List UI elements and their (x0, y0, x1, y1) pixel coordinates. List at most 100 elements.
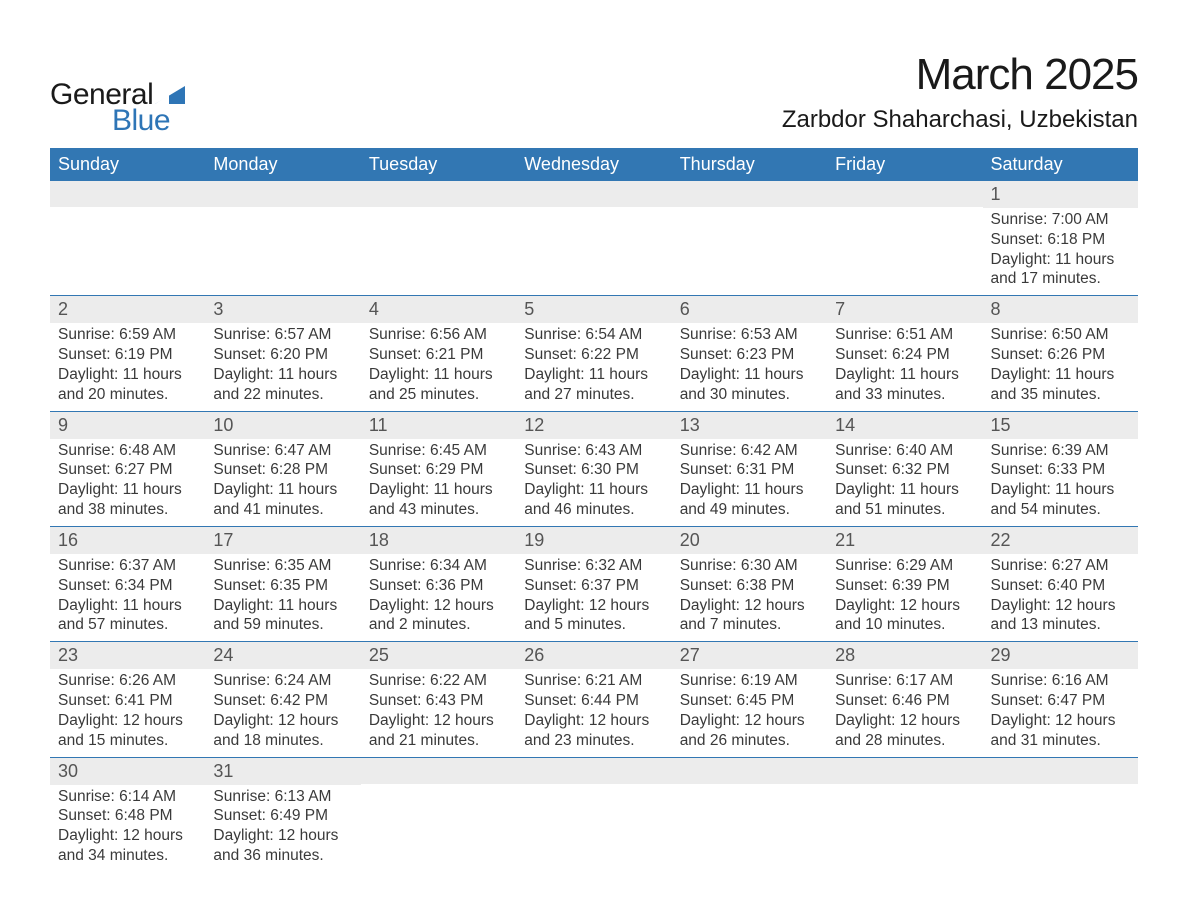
day-number: 4 (361, 296, 516, 323)
day-number: 31 (205, 758, 360, 785)
calendar-day-cell: 22Sunrise: 6:27 AMSunset: 6:40 PMDayligh… (983, 526, 1138, 641)
month-title: March 2025 (782, 50, 1138, 100)
calendar-day-cell: 24Sunrise: 6:24 AMSunset: 6:42 PMDayligh… (205, 642, 360, 757)
day-details (827, 784, 982, 856)
day-number: 2 (50, 296, 205, 323)
day-number (205, 181, 360, 207)
day-number: 28 (827, 642, 982, 669)
day-number: 13 (672, 412, 827, 439)
day-number: 17 (205, 527, 360, 554)
calendar-day-cell: 27Sunrise: 6:19 AMSunset: 6:45 PMDayligh… (672, 642, 827, 757)
calendar-empty-cell (516, 757, 671, 872)
day-number: 26 (516, 642, 671, 669)
day-details: Sunrise: 6:42 AMSunset: 6:31 PMDaylight:… (672, 439, 827, 526)
weekday-header: Sunday (50, 148, 205, 181)
brand-triangle-icon (155, 86, 185, 111)
day-details: Sunrise: 6:19 AMSunset: 6:45 PMDaylight:… (672, 669, 827, 756)
calendar-day-cell: 15Sunrise: 6:39 AMSunset: 6:33 PMDayligh… (983, 411, 1138, 526)
calendar-day-cell: 14Sunrise: 6:40 AMSunset: 6:32 PMDayligh… (827, 411, 982, 526)
calendar-week-row: 30Sunrise: 6:14 AMSunset: 6:48 PMDayligh… (50, 757, 1138, 872)
day-number: 9 (50, 412, 205, 439)
day-details: Sunrise: 6:22 AMSunset: 6:43 PMDaylight:… (361, 669, 516, 756)
day-number (361, 758, 516, 784)
calendar-day-cell: 5Sunrise: 6:54 AMSunset: 6:22 PMDaylight… (516, 296, 671, 411)
day-details: Sunrise: 6:57 AMSunset: 6:20 PMDaylight:… (205, 323, 360, 410)
weekday-header: Thursday (672, 148, 827, 181)
calendar-empty-cell (361, 181, 516, 296)
day-details: Sunrise: 6:59 AMSunset: 6:19 PMDaylight:… (50, 323, 205, 410)
calendar-day-cell: 13Sunrise: 6:42 AMSunset: 6:31 PMDayligh… (672, 411, 827, 526)
day-details: Sunrise: 6:48 AMSunset: 6:27 PMDaylight:… (50, 439, 205, 526)
calendar-day-cell: 6Sunrise: 6:53 AMSunset: 6:23 PMDaylight… (672, 296, 827, 411)
day-details (516, 207, 671, 279)
day-number: 27 (672, 642, 827, 669)
day-number (827, 758, 982, 784)
day-details: Sunrise: 6:21 AMSunset: 6:44 PMDaylight:… (516, 669, 671, 756)
title-block: March 2025 Zarbdor Shaharchasi, Uzbekist… (782, 50, 1138, 134)
calendar-day-cell: 1Sunrise: 7:00 AMSunset: 6:18 PMDaylight… (983, 181, 1138, 296)
calendar-day-cell: 26Sunrise: 6:21 AMSunset: 6:44 PMDayligh… (516, 642, 671, 757)
day-details: Sunrise: 6:51 AMSunset: 6:24 PMDaylight:… (827, 323, 982, 410)
day-details: Sunrise: 6:35 AMSunset: 6:35 PMDaylight:… (205, 554, 360, 641)
day-details (672, 784, 827, 856)
day-number: 23 (50, 642, 205, 669)
calendar-day-cell: 11Sunrise: 6:45 AMSunset: 6:29 PMDayligh… (361, 411, 516, 526)
location-subtitle: Zarbdor Shaharchasi, Uzbekistan (782, 106, 1138, 134)
day-number (672, 758, 827, 784)
day-number (983, 758, 1138, 784)
calendar-empty-cell (205, 181, 360, 296)
day-number: 24 (205, 642, 360, 669)
day-details: Sunrise: 6:56 AMSunset: 6:21 PMDaylight:… (361, 323, 516, 410)
header: General Blue March 2025 Zarbdor Shaharch… (50, 50, 1138, 138)
calendar-day-cell: 17Sunrise: 6:35 AMSunset: 6:35 PMDayligh… (205, 526, 360, 641)
calendar-empty-cell (827, 757, 982, 872)
day-number: 29 (983, 642, 1138, 669)
day-details: Sunrise: 6:53 AMSunset: 6:23 PMDaylight:… (672, 323, 827, 410)
calendar-day-cell: 23Sunrise: 6:26 AMSunset: 6:41 PMDayligh… (50, 642, 205, 757)
day-number (827, 181, 982, 207)
calendar-day-cell: 19Sunrise: 6:32 AMSunset: 6:37 PMDayligh… (516, 526, 671, 641)
weekday-header: Friday (827, 148, 982, 181)
day-number: 11 (361, 412, 516, 439)
day-details (516, 784, 671, 856)
day-details: Sunrise: 6:47 AMSunset: 6:28 PMDaylight:… (205, 439, 360, 526)
day-number: 12 (516, 412, 671, 439)
day-details: Sunrise: 6:29 AMSunset: 6:39 PMDaylight:… (827, 554, 982, 641)
day-details (50, 207, 205, 279)
day-number (516, 758, 671, 784)
calendar-day-cell: 2Sunrise: 6:59 AMSunset: 6:19 PMDaylight… (50, 296, 205, 411)
day-number (672, 181, 827, 207)
day-number: 14 (827, 412, 982, 439)
day-number (516, 181, 671, 207)
day-details (983, 784, 1138, 856)
calendar-empty-cell (827, 181, 982, 296)
day-details: Sunrise: 6:54 AMSunset: 6:22 PMDaylight:… (516, 323, 671, 410)
calendar-empty-cell (50, 181, 205, 296)
calendar-week-row: 1Sunrise: 7:00 AMSunset: 6:18 PMDaylight… (50, 181, 1138, 296)
day-number: 10 (205, 412, 360, 439)
day-details: Sunrise: 6:16 AMSunset: 6:47 PMDaylight:… (983, 669, 1138, 756)
calendar-day-cell: 16Sunrise: 6:37 AMSunset: 6:34 PMDayligh… (50, 526, 205, 641)
calendar-day-cell: 12Sunrise: 6:43 AMSunset: 6:30 PMDayligh… (516, 411, 671, 526)
day-details: Sunrise: 6:32 AMSunset: 6:37 PMDaylight:… (516, 554, 671, 641)
day-number: 30 (50, 758, 205, 785)
weekday-header: Wednesday (516, 148, 671, 181)
day-details: Sunrise: 6:34 AMSunset: 6:36 PMDaylight:… (361, 554, 516, 641)
day-number: 5 (516, 296, 671, 323)
calendar-day-cell: 30Sunrise: 6:14 AMSunset: 6:48 PMDayligh… (50, 757, 205, 872)
day-details (672, 207, 827, 279)
day-details (361, 207, 516, 279)
day-number: 15 (983, 412, 1138, 439)
day-details: Sunrise: 6:26 AMSunset: 6:41 PMDaylight:… (50, 669, 205, 756)
day-details: Sunrise: 6:13 AMSunset: 6:49 PMDaylight:… (205, 785, 360, 872)
calendar-week-row: 23Sunrise: 6:26 AMSunset: 6:41 PMDayligh… (50, 642, 1138, 757)
day-number (50, 181, 205, 207)
calendar-day-cell: 10Sunrise: 6:47 AMSunset: 6:28 PMDayligh… (205, 411, 360, 526)
calendar-day-cell: 29Sunrise: 6:16 AMSunset: 6:47 PMDayligh… (983, 642, 1138, 757)
day-details: Sunrise: 6:37 AMSunset: 6:34 PMDaylight:… (50, 554, 205, 641)
calendar-week-row: 9Sunrise: 6:48 AMSunset: 6:27 PMDaylight… (50, 411, 1138, 526)
calendar-day-cell: 28Sunrise: 6:17 AMSunset: 6:46 PMDayligh… (827, 642, 982, 757)
day-number: 6 (672, 296, 827, 323)
day-details: Sunrise: 7:00 AMSunset: 6:18 PMDaylight:… (983, 208, 1138, 295)
day-number: 3 (205, 296, 360, 323)
